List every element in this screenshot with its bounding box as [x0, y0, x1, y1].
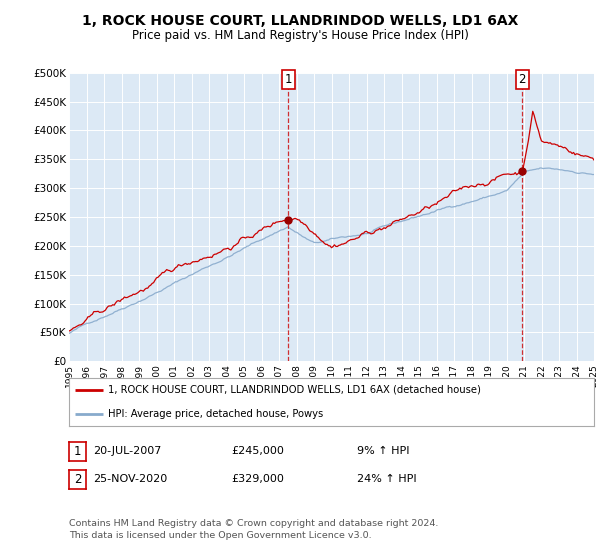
Text: 20-JUL-2007: 20-JUL-2007: [93, 446, 161, 456]
Text: Contains HM Land Registry data © Crown copyright and database right 2024.: Contains HM Land Registry data © Crown c…: [69, 519, 439, 528]
Text: £245,000: £245,000: [231, 446, 284, 456]
Text: 2: 2: [518, 73, 526, 86]
Text: 1, ROCK HOUSE COURT, LLANDRINDOD WELLS, LD1 6AX (detached house): 1, ROCK HOUSE COURT, LLANDRINDOD WELLS, …: [109, 385, 481, 395]
Text: 24% ↑ HPI: 24% ↑ HPI: [357, 474, 416, 484]
Text: 1: 1: [74, 445, 81, 458]
Text: 9% ↑ HPI: 9% ↑ HPI: [357, 446, 409, 456]
Text: 2: 2: [74, 473, 81, 486]
Text: 1: 1: [284, 73, 292, 86]
Text: This data is licensed under the Open Government Licence v3.0.: This data is licensed under the Open Gov…: [69, 531, 371, 540]
Text: Price paid vs. HM Land Registry's House Price Index (HPI): Price paid vs. HM Land Registry's House …: [131, 29, 469, 42]
Text: 1, ROCK HOUSE COURT, LLANDRINDOD WELLS, LD1 6AX: 1, ROCK HOUSE COURT, LLANDRINDOD WELLS, …: [82, 14, 518, 28]
Text: HPI: Average price, detached house, Powys: HPI: Average price, detached house, Powy…: [109, 409, 323, 419]
Text: 25-NOV-2020: 25-NOV-2020: [93, 474, 167, 484]
Text: £329,000: £329,000: [231, 474, 284, 484]
